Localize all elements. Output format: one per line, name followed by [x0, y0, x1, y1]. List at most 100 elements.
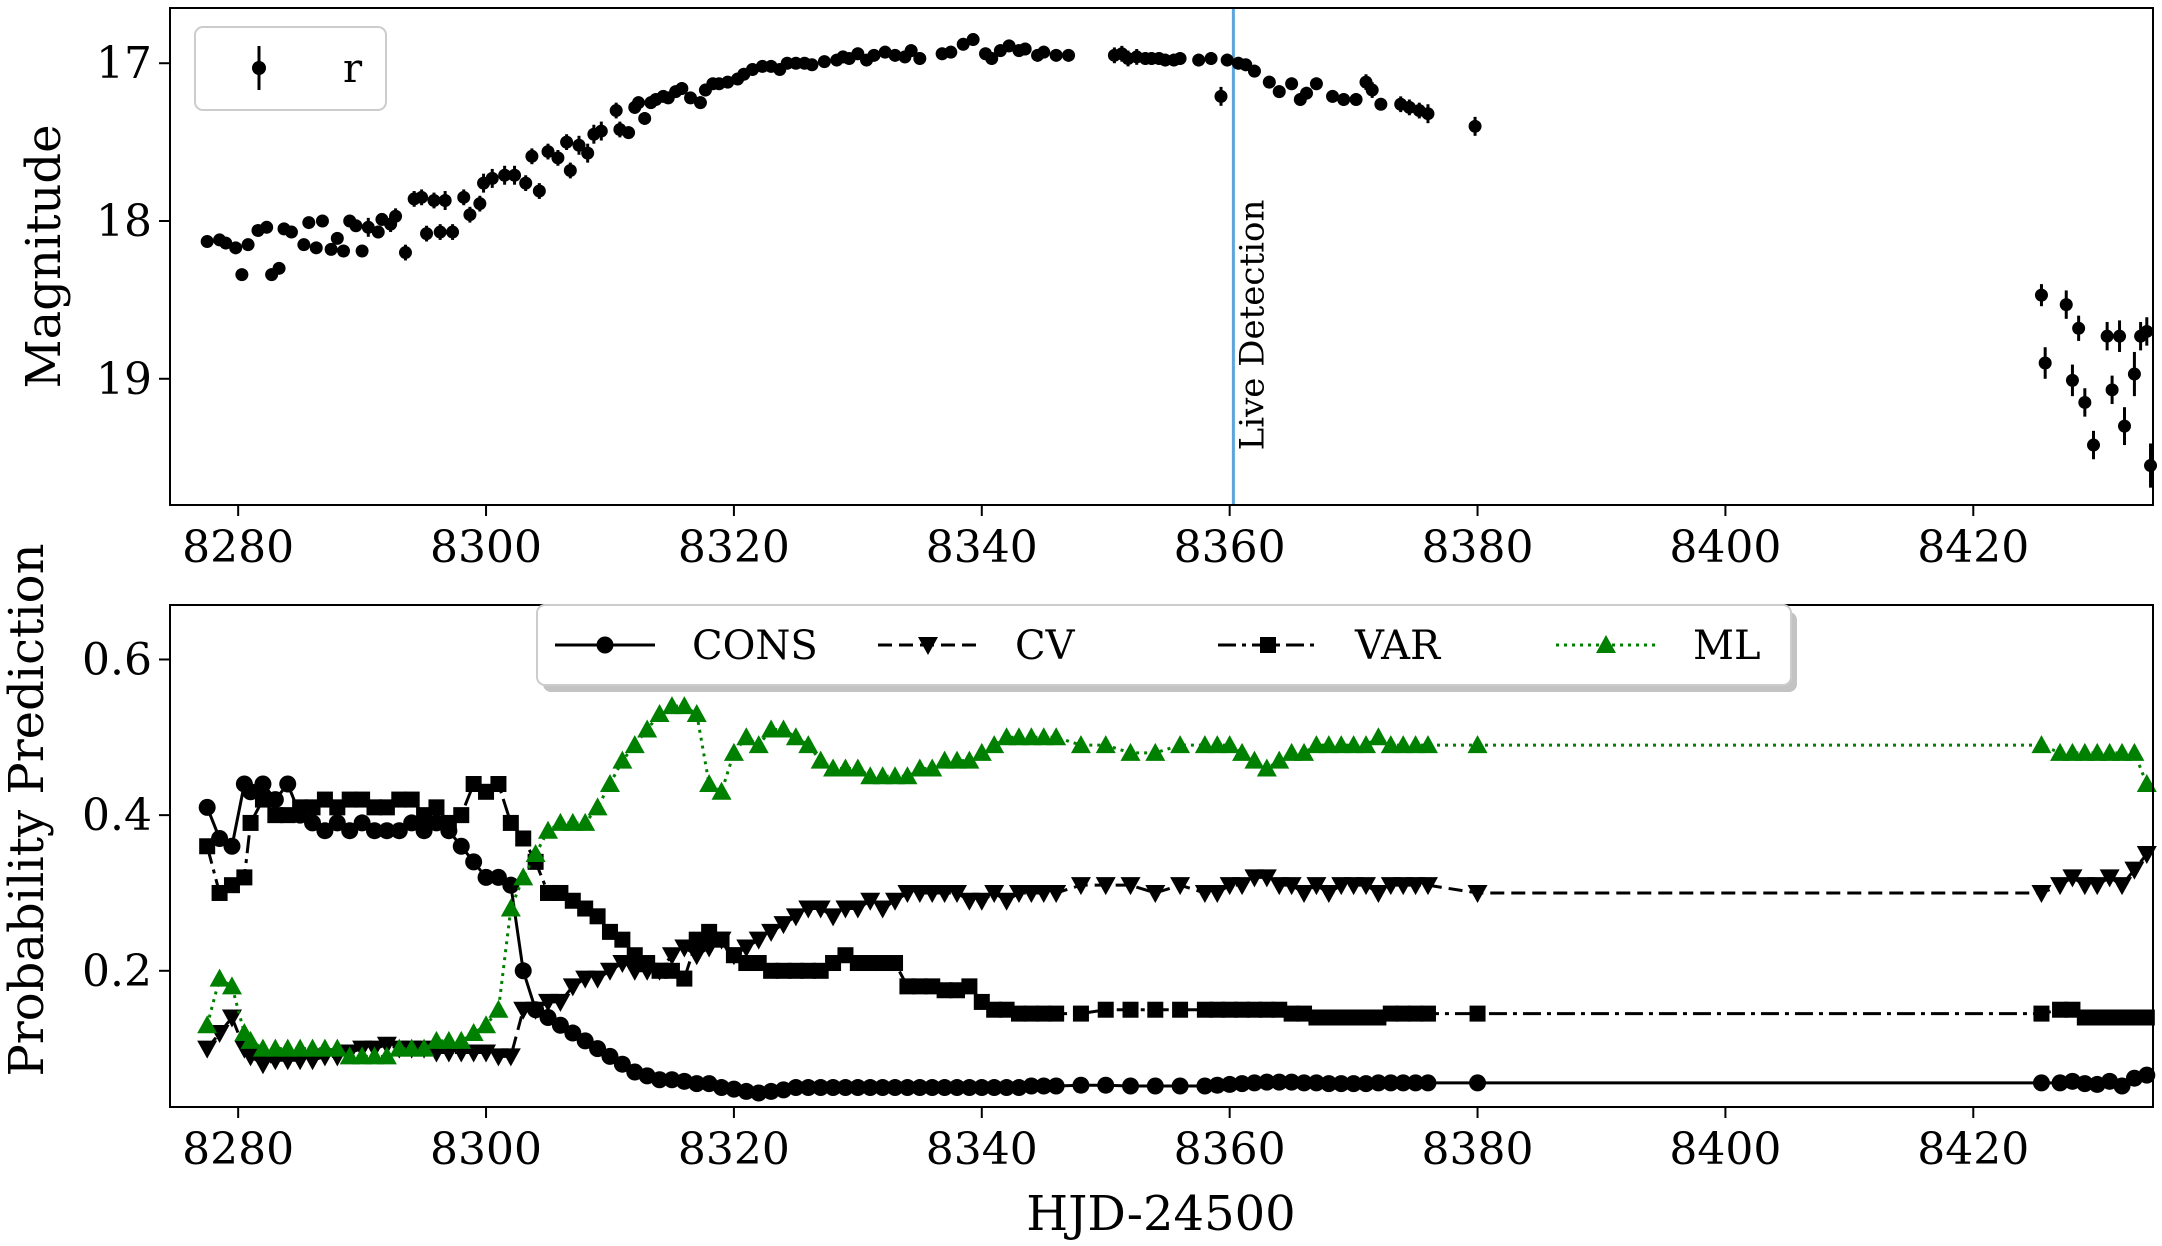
magnitude-xtick-label: 8360 [1174, 522, 1286, 573]
series-cons-marker [948, 1079, 966, 1097]
series-var-marker [1122, 1001, 1139, 1018]
magnitude-point [956, 37, 970, 51]
series-var-marker [403, 791, 420, 808]
series-cons-marker [576, 1032, 594, 1050]
magnitude-point [1262, 75, 1276, 89]
magnitude-point [200, 235, 214, 249]
series-cv-marker [550, 993, 571, 1012]
series-ml-marker [785, 727, 806, 746]
magnitude-point [229, 241, 243, 255]
series-cons-marker [1208, 1076, 1226, 1094]
series-cv-marker [2031, 884, 2052, 903]
series-ml-marker [612, 750, 633, 769]
series-ml-marker [1467, 735, 1488, 754]
series-var-marker [763, 962, 780, 979]
series-var-marker [440, 814, 457, 831]
legend-cons-marker [596, 636, 614, 654]
series-cons-marker [539, 1008, 557, 1026]
magnitude-point [235, 268, 249, 282]
series-cons-marker [365, 822, 383, 840]
series-cons-marker [886, 1079, 904, 1097]
series-var-marker [725, 947, 742, 964]
magnitude-point [572, 138, 586, 152]
magnitude-ytick-label: 17 [96, 38, 152, 89]
magnitude-point [2072, 321, 2086, 335]
series-var-marker [986, 1001, 1003, 1018]
series-cv-marker [1306, 877, 1327, 896]
series-cons-marker [465, 853, 483, 871]
probability-xtick-label: 8420 [1917, 1124, 2029, 1175]
series-cons-marker [2076, 1075, 2094, 1093]
series-var-marker [236, 869, 253, 886]
series-ml-marker [1170, 735, 1191, 754]
magnitude-xtick-label: 8300 [430, 522, 542, 573]
magnitude-point [541, 145, 555, 159]
series-cv-marker [2050, 877, 2071, 896]
series-ml-marker [748, 735, 769, 754]
series-var-marker [304, 799, 321, 816]
series-ml-marker [599, 774, 620, 793]
legend-cv-marker [918, 637, 938, 655]
probability-xtick-label: 8300 [430, 1124, 542, 1175]
probability-ytick-label: 0.4 [82, 790, 152, 841]
series-cons-marker [849, 1079, 867, 1097]
series-var-marker [2114, 1009, 2131, 1026]
series-cons-marker [861, 1079, 879, 1097]
magnitude-point [438, 193, 452, 207]
series-ml-marker [1070, 735, 1091, 754]
series-ml-marker [327, 1038, 348, 1057]
series-cv-marker [748, 931, 769, 950]
series-cv-marker [885, 892, 906, 911]
series-cv-marker [587, 970, 608, 989]
series-cv-marker [736, 939, 757, 958]
series-var-marker [1035, 1005, 1052, 1022]
magnitude-point [944, 45, 958, 59]
series-cons-marker [812, 1079, 830, 1097]
series-cv-marker [500, 1048, 521, 1067]
magnitude-point [684, 91, 698, 105]
series-var-marker [316, 791, 333, 808]
series-ml-marker [2124, 742, 2145, 761]
series-cons-marker [1419, 1074, 1437, 1092]
series-var-marker [1271, 1001, 1288, 1018]
series-cons-marker [304, 814, 322, 832]
series-var-marker [738, 955, 755, 972]
magnitude-point [966, 33, 980, 47]
series-cons-marker [266, 791, 284, 809]
series-var-marker [663, 962, 680, 979]
magnitude-point [2065, 373, 2079, 387]
series-var-marker [775, 962, 792, 979]
magnitude-point [1374, 97, 1388, 111]
magnitude-xtick-label: 8280 [182, 522, 294, 573]
magnitude-point [355, 244, 369, 258]
magnitude-point [1214, 89, 1228, 103]
series-var-marker [577, 900, 594, 917]
magnitude-point [581, 146, 595, 160]
series-ml-marker [513, 867, 534, 886]
series-ml-marker [414, 1038, 435, 1057]
series-var-marker [1147, 1001, 1164, 1018]
series-ml-marker [1244, 750, 1265, 769]
series-cons-marker [1010, 1079, 1028, 1097]
series-cons-marker [223, 837, 241, 855]
series-ml-marker [376, 1046, 397, 1065]
magnitude-point [631, 96, 645, 110]
magnitude-point [2087, 438, 2101, 452]
magnitude-point [284, 225, 298, 239]
series-ml-marker [649, 703, 670, 722]
series-cons-marker [1295, 1074, 1313, 1092]
series-cons-marker [211, 829, 229, 847]
series-cons-marker [1283, 1073, 1301, 1091]
series-ml-marker [674, 696, 695, 715]
magnitude-point [446, 225, 460, 239]
magnitude-point [2127, 367, 2141, 381]
series-ml-marker [2031, 735, 2052, 754]
magnitude-point [2078, 395, 2092, 409]
magnitude-point [1402, 100, 1416, 114]
magnitude-point [1272, 85, 1286, 99]
series-cons-marker [787, 1079, 805, 1097]
series-cons-marker [663, 1071, 681, 1089]
series-cons-marker [960, 1079, 978, 1097]
magnitude-point [2105, 383, 2119, 397]
